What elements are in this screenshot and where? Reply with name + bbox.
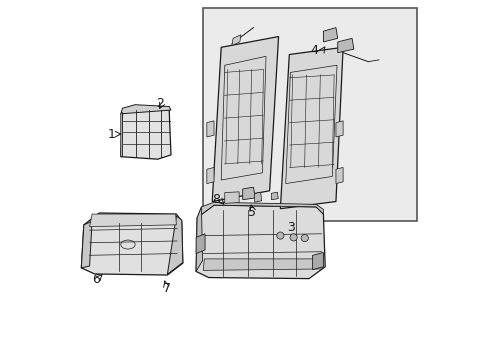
Polygon shape	[242, 187, 255, 200]
Polygon shape	[335, 121, 343, 137]
Polygon shape	[312, 252, 323, 270]
Polygon shape	[197, 202, 323, 218]
Polygon shape	[196, 205, 325, 279]
Text: 2: 2	[156, 98, 164, 111]
Polygon shape	[203, 259, 322, 270]
Polygon shape	[196, 207, 202, 271]
Text: 1: 1	[108, 127, 116, 141]
Circle shape	[289, 234, 297, 241]
Polygon shape	[206, 167, 214, 184]
Polygon shape	[271, 192, 278, 200]
Polygon shape	[81, 213, 183, 275]
Polygon shape	[224, 192, 239, 203]
Polygon shape	[121, 108, 171, 159]
Polygon shape	[167, 216, 183, 274]
Polygon shape	[212, 37, 278, 202]
Polygon shape	[335, 167, 343, 184]
Polygon shape	[280, 47, 343, 209]
Text: 8: 8	[212, 193, 220, 206]
Polygon shape	[206, 121, 214, 137]
Text: 4: 4	[310, 44, 318, 57]
Polygon shape	[337, 39, 353, 53]
Polygon shape	[254, 192, 261, 202]
Polygon shape	[89, 214, 176, 226]
Polygon shape	[196, 234, 204, 253]
Text: 3: 3	[286, 221, 294, 234]
Text: 5: 5	[247, 207, 255, 220]
Circle shape	[276, 232, 284, 239]
Bar	[203, 8, 416, 221]
Polygon shape	[231, 35, 241, 45]
Polygon shape	[81, 221, 92, 268]
Polygon shape	[121, 105, 171, 114]
Text: 7: 7	[163, 282, 171, 295]
Polygon shape	[323, 28, 337, 42]
Text: 6: 6	[92, 273, 100, 286]
Polygon shape	[121, 113, 122, 157]
Circle shape	[301, 234, 308, 242]
